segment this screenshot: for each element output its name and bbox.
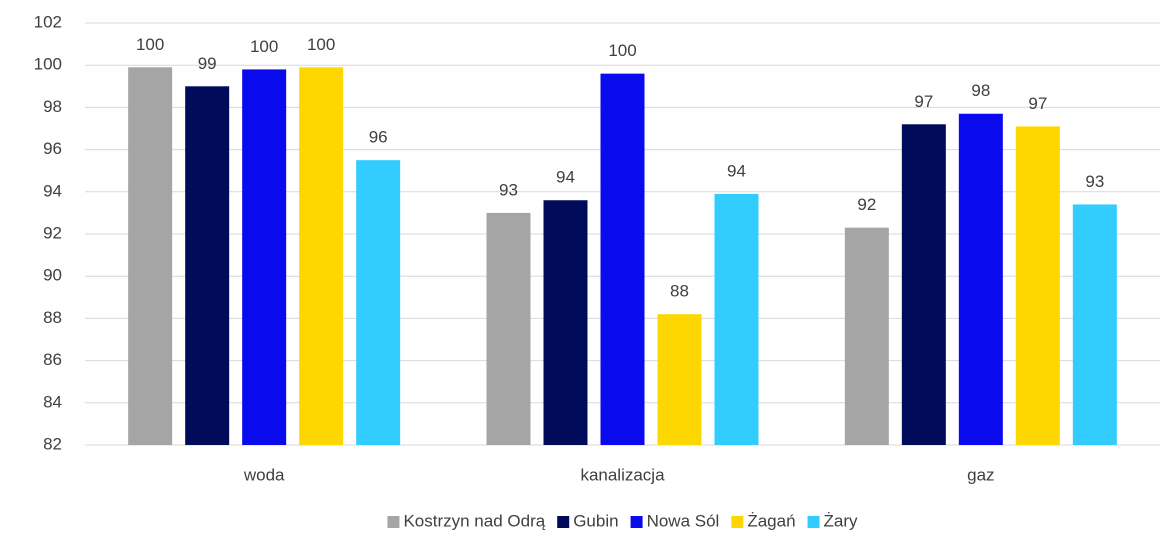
x-tick-label: kanalizacja [580, 465, 665, 484]
y-tick-label: 88 [43, 308, 62, 327]
data-label: 98 [971, 81, 990, 100]
data-label: 88 [670, 282, 689, 301]
bar [958, 113, 1003, 445]
bar [901, 124, 946, 445]
y-tick-label: 86 [43, 350, 62, 369]
bar [543, 200, 588, 445]
y-tick-label: 100 [34, 55, 62, 74]
data-label: 93 [499, 180, 518, 199]
data-label: 97 [914, 92, 933, 111]
y-tick-label: 92 [43, 223, 62, 242]
data-label: 97 [1028, 94, 1047, 113]
data-label: 94 [727, 161, 746, 180]
legend-swatch [731, 516, 744, 528]
data-label: 100 [608, 41, 636, 60]
y-tick-label: 90 [43, 266, 62, 285]
y-tick-label: 82 [43, 434, 62, 453]
legend-label: Kostrzyn nad Odrą [403, 511, 545, 530]
bar [714, 193, 759, 445]
data-label: 93 [1085, 172, 1104, 191]
data-label: 99 [198, 54, 217, 73]
data-label: 100 [136, 35, 164, 54]
legend-swatch [807, 516, 820, 528]
x-tick-label: gaz [967, 465, 994, 484]
y-tick-label: 84 [43, 392, 62, 411]
legend-swatch [630, 516, 643, 528]
data-label: 100 [250, 37, 278, 56]
legend-label: Nowa Sól [647, 511, 720, 530]
y-tick-label: 98 [43, 97, 62, 116]
y-tick-label: 96 [43, 139, 62, 158]
bar [1072, 204, 1117, 445]
bar [1015, 126, 1060, 445]
data-label: 94 [556, 168, 575, 187]
x-tick-label: woda [243, 465, 285, 484]
bar [128, 67, 173, 445]
legend-label: Gubin [573, 511, 618, 530]
bar [185, 86, 230, 446]
data-label: 96 [369, 128, 388, 147]
data-label: 100 [307, 35, 335, 54]
bar [242, 69, 287, 446]
bar [600, 73, 645, 445]
data-label: 92 [857, 195, 876, 214]
y-tick-label: 102 [34, 12, 62, 31]
legend-label: Żagań [747, 511, 795, 530]
bar [299, 67, 344, 445]
y-tick-label: 94 [43, 181, 62, 200]
legend-swatch [387, 516, 400, 528]
bar [486, 212, 531, 445]
legend-label: Żary [824, 511, 859, 530]
bar [356, 160, 401, 445]
bar [844, 227, 889, 445]
legend-swatch [557, 516, 570, 528]
bar [657, 314, 702, 445]
